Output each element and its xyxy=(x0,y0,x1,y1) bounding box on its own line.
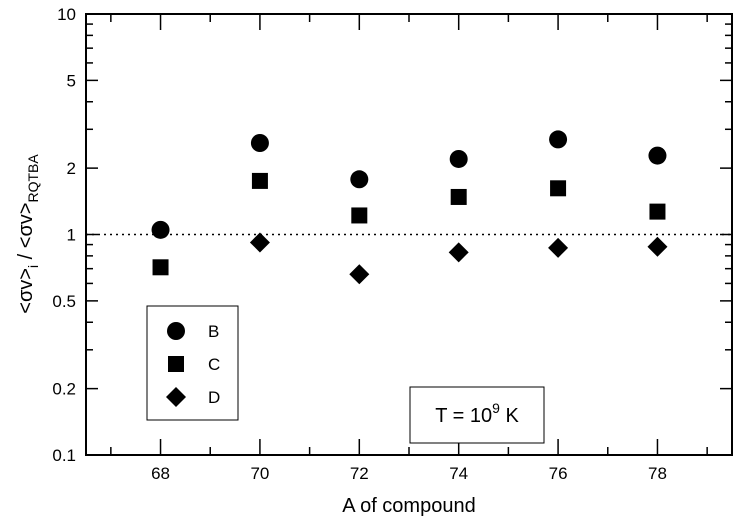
point-d xyxy=(548,237,569,258)
legend-label-d: D xyxy=(208,388,220,407)
point-c xyxy=(450,188,467,205)
legend-label-c: C xyxy=(208,355,220,374)
y-tick-label: 1 xyxy=(67,226,76,245)
point-c xyxy=(550,180,567,197)
x-axis-title: A of compound xyxy=(342,495,475,517)
x-tick-label: 76 xyxy=(549,464,568,483)
y-tick-label: 5 xyxy=(67,71,76,90)
point-c xyxy=(251,172,268,189)
point-d xyxy=(349,264,370,285)
x-tick-label: 72 xyxy=(350,464,369,483)
y-tick-label: 10 xyxy=(57,5,76,24)
annotation-prefix: T = 10 xyxy=(435,405,492,427)
point-b xyxy=(350,170,369,189)
temperature-annotation: T = 109 K xyxy=(409,386,545,444)
point-c xyxy=(152,259,169,276)
point-c xyxy=(649,203,666,220)
tick-labels: 68 70 72 74 76 78 0.1 0.2 0.5 1 2 5 10 xyxy=(52,5,667,483)
point-b xyxy=(151,220,170,239)
x-tick-label: 68 xyxy=(151,464,170,483)
legend-marker-d xyxy=(166,387,186,407)
y-axis-title-main: <σv> xyxy=(15,268,37,314)
point-b xyxy=(648,146,667,165)
y-tick-label: 2 xyxy=(67,159,76,178)
legend-label-b: B xyxy=(208,322,219,341)
y-tick-label: 0.5 xyxy=(52,292,76,311)
x-tick-label: 78 xyxy=(648,464,667,483)
y-tick-label: 0.2 xyxy=(52,380,76,399)
legend: B C D xyxy=(146,305,239,421)
legend-marker-c xyxy=(168,356,184,372)
x-tick-label: 70 xyxy=(250,464,269,483)
x-tick-label: 74 xyxy=(449,464,468,483)
y-axis-title-sub-ref: RQTBA xyxy=(25,154,41,203)
legend-box xyxy=(146,305,239,421)
y-axis-title-sep: / <σv> xyxy=(15,203,37,265)
point-d xyxy=(448,242,469,263)
point-d xyxy=(249,232,270,253)
data-points xyxy=(150,130,668,330)
legend-marker-b xyxy=(167,322,185,340)
annotation-box xyxy=(409,386,545,444)
y-tick-label: 0.1 xyxy=(52,446,76,465)
y-axis-title-sub-i: i xyxy=(25,265,41,268)
point-c xyxy=(351,207,368,224)
point-b xyxy=(250,133,269,152)
y-axis-title: <σv>i / <σv>RQTBA xyxy=(15,154,41,314)
plot-frame xyxy=(85,13,733,456)
annotation-exponent: 9 xyxy=(492,400,500,416)
annotation-text: T = 109 K xyxy=(435,400,519,427)
annotation-suffix: K xyxy=(500,405,520,427)
point-d xyxy=(647,236,668,257)
axis-ticks xyxy=(86,14,732,456)
point-b xyxy=(449,149,468,168)
point-b xyxy=(549,130,568,149)
